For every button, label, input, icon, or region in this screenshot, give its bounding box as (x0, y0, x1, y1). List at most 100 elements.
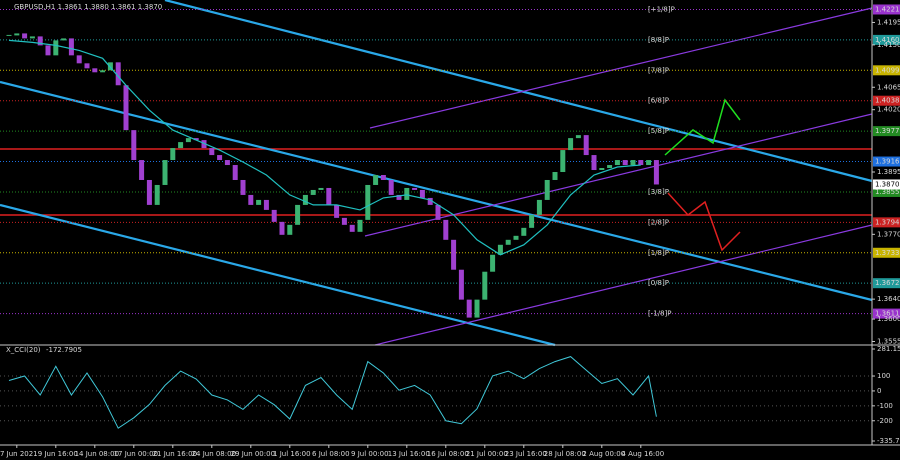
y-tick-label: 1.4065 (877, 83, 900, 91)
candle-body (193, 138, 199, 141)
murray-price-box (873, 247, 900, 258)
murray-label: [0/8]P (648, 279, 669, 287)
channel-line (374, 224, 873, 346)
candle-body (334, 204, 340, 218)
chart-title: GBPUSD,H1 1.3861 1.3880 1.3861 1.3870 (14, 3, 162, 11)
candle-body (341, 217, 347, 225)
murray-label: [8/8]P (648, 36, 669, 44)
candle-body (76, 55, 82, 64)
y-tick-label: 281.153 (877, 345, 900, 353)
channel-line (0, 203, 556, 347)
channel-line (0, 80, 873, 302)
candle-body (653, 160, 659, 185)
murray-price: 1.3855 (875, 188, 900, 196)
murray-price-box (873, 34, 900, 45)
murray-price: 1.3977 (875, 127, 900, 135)
x-tick-label: 23 Jul 16:00 (505, 450, 547, 458)
current-price: 1.3870 (875, 180, 900, 188)
x-tick-label: 6 Jul 08:00 (312, 450, 350, 458)
candle-body (53, 40, 59, 56)
candle-body (310, 189, 316, 195)
candle-body (419, 189, 425, 198)
murray-price: 1.4160 (875, 36, 900, 44)
candle-body (427, 197, 433, 205)
candle-body (92, 68, 98, 73)
candle-body (536, 199, 542, 215)
candle-body (107, 62, 113, 71)
murray-price-box (873, 186, 900, 197)
murray-price-box (873, 95, 900, 106)
candle-body (388, 179, 394, 195)
candle-body (217, 155, 223, 161)
candle-body (365, 184, 371, 220)
candle-body (482, 271, 488, 300)
indicator-title: X_CCI(20) (6, 346, 41, 354)
candle-body (630, 160, 636, 166)
moving-average (8, 39, 641, 256)
y-tick-label: 1.3640 (877, 295, 900, 303)
forecast-arrow (664, 98, 741, 156)
candle-body (607, 165, 613, 169)
x-tick-label: 21 Jun 16:00 (153, 450, 197, 458)
y-tick-label: 1.4195 (877, 18, 900, 26)
candle-body (100, 70, 106, 73)
y-tick-label: -200 (877, 417, 893, 425)
murray-price: 1.3611 (875, 310, 900, 318)
candle-body (599, 168, 605, 171)
murray-label: [7/8]P (648, 66, 669, 74)
candle-body (61, 38, 67, 41)
candle-body (521, 227, 527, 236)
candle-body (474, 299, 480, 318)
murray-price-box (873, 278, 900, 289)
cci-line (8, 356, 657, 429)
candle-body (451, 239, 457, 270)
candle-body (14, 33, 20, 36)
channel-line (369, 7, 873, 129)
murray-price: 1.4038 (875, 97, 900, 105)
candle-body (529, 214, 535, 228)
candle-body (45, 45, 51, 56)
murray-price-box (873, 65, 900, 76)
candle-body (178, 142, 184, 149)
murray-price-box (873, 126, 900, 137)
x-tick-label: 7 Jun 2021 (0, 450, 38, 458)
candle-body (490, 254, 496, 272)
candle-body (37, 36, 43, 46)
candle-body (68, 38, 74, 56)
murray-price: 1.3916 (875, 158, 900, 166)
candle-body (412, 187, 418, 190)
candle-body (349, 224, 355, 232)
candle-body (224, 160, 230, 166)
candle-body (326, 187, 332, 205)
candle-body (209, 148, 215, 156)
candle-body (201, 140, 207, 149)
y-tick-label: 1.3600 (877, 315, 900, 323)
candle-body (622, 160, 628, 166)
y-tick-label: 100 (877, 372, 890, 380)
x-tick-label: 28 Jul 08:00 (544, 450, 586, 458)
candle-body (396, 194, 402, 200)
channel-line (164, 0, 873, 183)
candle-body (404, 187, 410, 200)
murray-price-box (873, 308, 900, 319)
x-tick-label: 16 Jul 08:00 (427, 450, 469, 458)
channel-line (364, 113, 873, 237)
candle-body (154, 184, 160, 205)
murray-price: 1.3794 (875, 218, 900, 226)
candle-body (295, 204, 301, 225)
y-tick-label: -100 (877, 402, 893, 410)
murray-price: 1.3672 (875, 279, 900, 287)
current-price-box (873, 179, 900, 190)
candle-body (497, 244, 503, 255)
candle-body (248, 194, 254, 205)
candle-body (544, 179, 550, 200)
x-tick-label: 17 Jun 00:00 (114, 450, 158, 458)
murray-label: [-1/8]P (648, 310, 671, 318)
x-tick-label: 14 Jun 08:00 (75, 450, 119, 458)
y-tick-label: 1.3770 (877, 230, 900, 238)
candle-body (287, 224, 293, 235)
y-tick-label: -335.714 (877, 437, 900, 445)
candle-body (170, 148, 176, 161)
murray-price: 1.4221 (875, 5, 900, 13)
